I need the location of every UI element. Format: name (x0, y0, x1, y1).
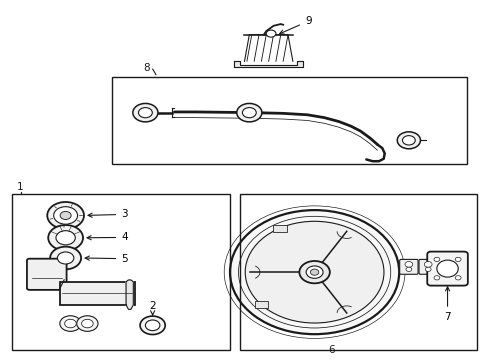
Circle shape (404, 261, 412, 267)
Circle shape (133, 103, 158, 122)
Circle shape (433, 276, 439, 280)
Bar (254, 301, 268, 309)
Text: 6: 6 (327, 346, 334, 355)
Circle shape (145, 320, 160, 330)
Ellipse shape (436, 260, 457, 277)
Circle shape (77, 316, 98, 331)
Polygon shape (233, 61, 302, 67)
Bar (273, 225, 286, 231)
Circle shape (229, 210, 398, 334)
Circle shape (54, 207, 78, 224)
Circle shape (244, 221, 383, 323)
Circle shape (265, 30, 275, 37)
FancyBboxPatch shape (427, 252, 467, 285)
Circle shape (81, 319, 93, 328)
Bar (239, 194, 476, 350)
Text: 7: 7 (443, 287, 450, 322)
Circle shape (48, 225, 83, 251)
Circle shape (236, 103, 262, 122)
Polygon shape (126, 280, 133, 309)
Circle shape (402, 136, 414, 145)
Circle shape (433, 257, 439, 261)
Circle shape (425, 267, 430, 271)
Circle shape (56, 231, 75, 245)
Circle shape (242, 108, 256, 118)
Circle shape (47, 202, 84, 229)
Text: 8: 8 (142, 63, 149, 73)
Text: 5: 5 (85, 254, 127, 264)
Circle shape (396, 132, 420, 149)
Text: 1: 1 (17, 182, 24, 192)
Circle shape (57, 252, 74, 264)
FancyBboxPatch shape (399, 260, 417, 274)
Circle shape (405, 267, 411, 271)
Circle shape (140, 316, 165, 334)
Text: 3: 3 (88, 210, 127, 219)
Circle shape (454, 276, 460, 280)
Circle shape (310, 269, 318, 275)
Circle shape (60, 211, 71, 220)
Circle shape (305, 266, 323, 278)
Circle shape (454, 257, 460, 261)
Text: 4: 4 (87, 233, 127, 242)
FancyBboxPatch shape (418, 260, 436, 274)
FancyBboxPatch shape (27, 259, 66, 290)
Circle shape (424, 261, 431, 267)
Bar (111, 77, 466, 164)
Text: 2: 2 (149, 301, 156, 315)
Bar (12, 194, 229, 350)
Circle shape (60, 316, 81, 331)
Circle shape (64, 319, 76, 328)
Bar (60, 282, 135, 305)
Text: 9: 9 (279, 16, 311, 34)
Circle shape (50, 247, 81, 269)
Circle shape (299, 261, 329, 283)
Circle shape (138, 108, 152, 118)
